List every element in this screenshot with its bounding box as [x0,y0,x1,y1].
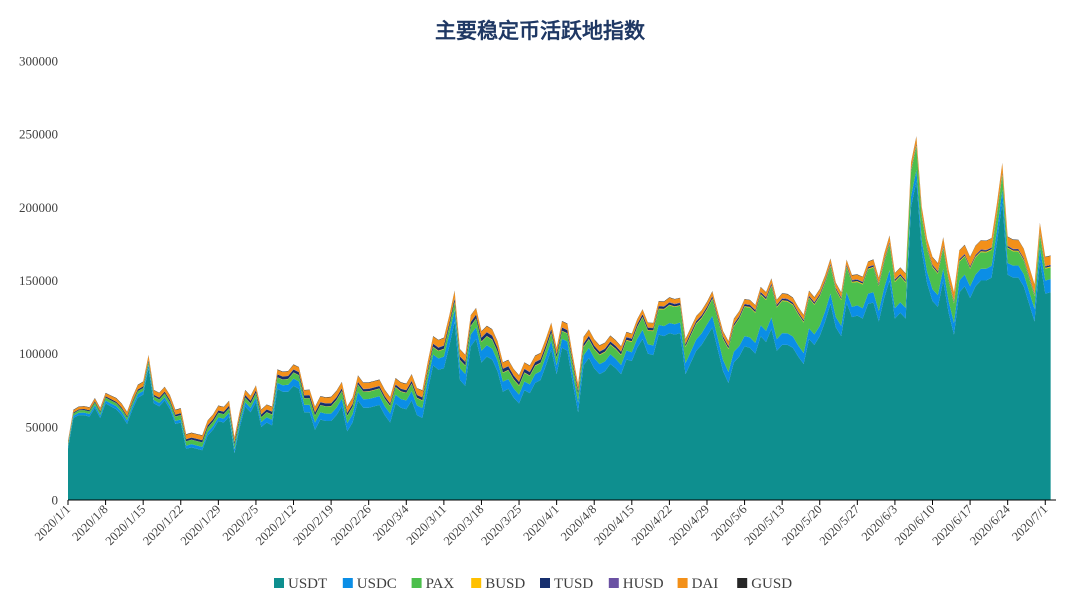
x-tick-label: 2020/6/17 [929,502,975,548]
legend-swatch-gusd [737,578,748,588]
x-axis: 2020/1/12020/1/82020/1/152020/1/222020/1… [32,499,1056,548]
y-tick-label: 150000 [19,273,58,288]
x-tick-label: 2020/2/12 [253,502,299,548]
x-tick-label: 2020/1/1 [32,502,73,543]
legend-label-husd: HUSD [623,576,664,592]
legend-swatch-pax [411,578,422,588]
x-tick-label: 2020/3/25 [478,502,524,548]
x-tick-label: 2020/5/13 [742,502,788,548]
y-axis-ticks: 0 50000 100000 150000 200000 250000 300000 [19,54,58,508]
x-tick-label: 2020/5/27 [817,502,863,548]
y-tick-label: 250000 [19,127,58,142]
legend-label-usdt: USDT [288,576,327,592]
x-tick-label: 2020/3/11 [404,502,449,547]
x-tick-label: 2020/1/15 [103,502,149,548]
legend-label-dai: DAI [692,576,719,592]
legend-swatch-usdc [342,578,353,588]
legend-label-busd: BUSD [485,576,525,592]
legend-swatch-usdt [274,578,284,588]
y-tick-label: 100000 [19,346,58,361]
x-tick-label: 2020/2/26 [328,502,374,548]
x-tick-label: 2020/4/29 [666,502,712,548]
x-tick-label: 2020/4/15 [591,502,637,548]
x-tick-label: 2020/2/19 [290,502,336,548]
area-usdc [68,169,1051,454]
y-tick-label: 0 [52,493,59,508]
x-tick-label: 2020/4/22 [629,502,675,548]
y-tick-label: 50000 [26,419,59,434]
x-tick-label: 2020/6/24 [967,502,1013,548]
x-tick-label: 2020/1/29 [178,502,224,548]
x-tick-label: 2020/4/1 [520,502,561,543]
y-tick-label: 300000 [19,54,58,69]
area-usdt [68,180,1051,501]
legend-label-usdc: USDC [357,576,397,592]
legend-label-gusd: GUSD [751,576,792,592]
legend-label-tusd: TUSD [554,576,593,592]
area-layers [68,136,1051,501]
x-tick-label: 2020/6/10 [892,502,938,548]
legend-swatch-busd [471,578,482,588]
legend-swatch-husd [608,578,619,588]
legend-swatch-dai [677,578,688,588]
x-tick-label: 2020/5/20 [779,502,825,548]
x-tick-label: 2020/3/18 [441,502,487,548]
legend-label-pax: PAX [426,576,455,592]
x-tick-label: 2020/7/1 [1009,502,1050,543]
chart-title: 主要稳定币活跃地指数 [435,18,646,43]
y-tick-label: 200000 [19,200,58,215]
x-tick-label: 2020/1/22 [140,502,186,548]
legend: USDT USDC PAX BUSD TUSD HUSD DAI GUSD [274,576,792,592]
legend-swatch-tusd [540,578,550,588]
area-pax [68,146,1051,450]
